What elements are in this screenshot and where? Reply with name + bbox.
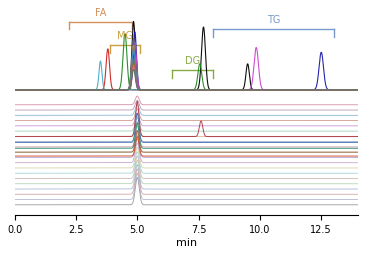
X-axis label: min: min <box>176 237 197 247</box>
Text: MG: MG <box>117 31 133 41</box>
Text: TG: TG <box>267 15 280 25</box>
Text: FA: FA <box>95 8 106 18</box>
Text: DG: DG <box>185 56 200 66</box>
